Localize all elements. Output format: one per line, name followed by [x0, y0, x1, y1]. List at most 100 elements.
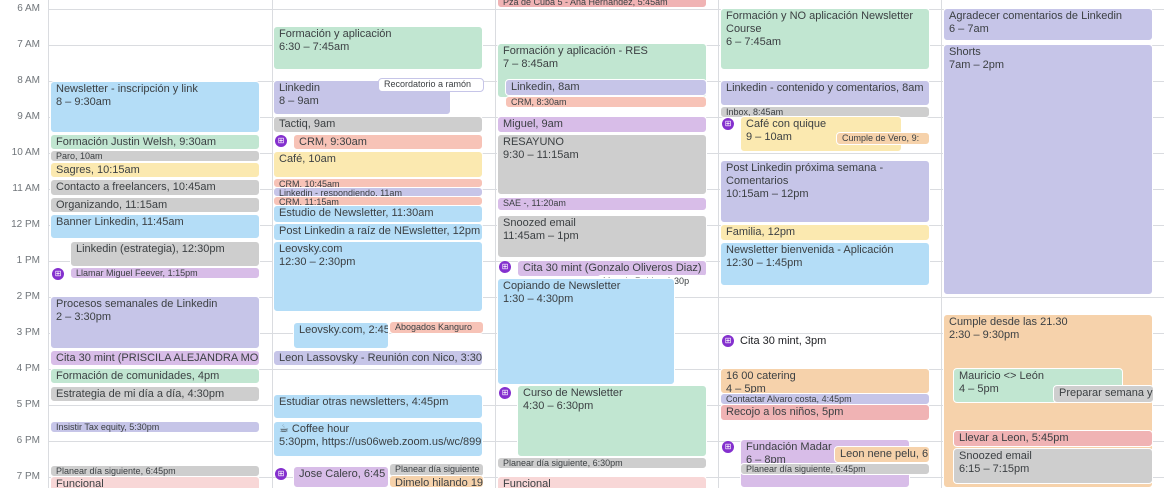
event-title: Post Linkedin próxima semana - Comentari… [726, 162, 884, 187]
event-time: 4pm [192, 370, 220, 382]
event-time: 4:45pm [817, 394, 852, 404]
day-column-divider [495, 0, 496, 488]
calendar-event[interactable]: Llamar Miguel Feever1:15pm [70, 267, 260, 279]
calendar-event[interactable]: Paro10am [50, 150, 260, 162]
calendar-grid-icon: ⊞ [722, 118, 734, 130]
calendar-event[interactable]: Post Linkedin a raíz de NEwsletter12pm [273, 223, 483, 241]
time-label: 1 PM [16, 255, 40, 266]
calendar-event[interactable]: Recojo a los niños5pm [720, 404, 930, 421]
calendar-event[interactable]: Café10am [273, 151, 483, 178]
calendar-event[interactable]: Leovsky.com 12:30 – 2:30pm [273, 241, 483, 312]
calendar-event[interactable]: Insistir Tax equity5:30pm [50, 421, 260, 433]
calendar-event[interactable]: Preparar semana y [1053, 385, 1154, 403]
event-time: 6:30pm [588, 458, 623, 468]
event-time: 11:45am [136, 216, 184, 228]
event-time: 12:30 – 2:30pm [279, 256, 356, 268]
calendar-event[interactable]: Estrategia de mi día a día4:30pm [50, 386, 260, 402]
calendar-event[interactable]: Formación y NO aplicación Newsletter Cou… [720, 8, 930, 70]
event-time: 11:45am – 1pm [503, 230, 579, 242]
calendar-event[interactable]: Llevar a Leon5:45pm [953, 430, 1153, 447]
calendar-event[interactable]: CRM8:30am [505, 96, 707, 108]
calendar-event[interactable]: Formación y aplicación 6:30 – 7:45am [273, 26, 483, 70]
calendar-event[interactable]: 16 00 catering 4 – 5pm [720, 368, 930, 394]
calendar-event[interactable]: Miguel9am [497, 116, 707, 133]
calendar-event[interactable]: Estudiar otras newsletters4:45pm [273, 394, 483, 419]
calendar-event[interactable]: Familia12pm [720, 224, 930, 241]
calendar-event[interactable]: Linkedin8am [505, 79, 707, 96]
event-title: RESAYUNO [503, 136, 564, 148]
event-time: 5:45am [633, 0, 668, 7]
calendar-event[interactable]: Cita 30 mint (Gonzalo Oliveros Diaz) [517, 260, 707, 277]
calendar-event[interactable]: Dimelo hilando 19 [389, 475, 484, 488]
calendar-event[interactable]: Snoozed email 11:45am – 1pm [497, 215, 707, 258]
calendar-event[interactable]: Contactar Alvaro costa4:45pm [720, 393, 930, 405]
calendar-event[interactable]: ☕ Coffee hour 5:30pm, https://us06web.zoo… [273, 421, 483, 457]
calendar-event[interactable]: Linkedin (estrategia)12:30pm [70, 241, 260, 267]
calendar-grid-icon: ⊞ [499, 387, 511, 399]
event-time: 6:45 [358, 468, 386, 480]
calendar-event[interactable]: SAE -11:20am [497, 197, 707, 211]
calendar-event[interactable]: Procesos semanales de Linkedin 2 – 3:30pm [50, 296, 260, 349]
event-title: Mauricio <> León [959, 370, 1044, 382]
calendar-event[interactable]: Post Linkedin próxima semana - Comentari… [720, 160, 930, 223]
time-label: 2 PM [16, 291, 40, 302]
calendar-event[interactable]: Formación de comunidades4pm [50, 368, 260, 384]
calendar-event[interactable]: Newsletter bienvenida - Aplicación 12:30 … [720, 242, 930, 286]
calendar-event[interactable]: Curso de Newsletter 4:30 – 6:30pm [517, 385, 707, 457]
calendar-event[interactable]: Pza de Cuba 5 - Ana Hernandez5:45am [497, 0, 707, 8]
time-label: 6 AM [17, 3, 40, 14]
event-time: 3pm [799, 335, 827, 347]
calendar-event[interactable]: Cita 30 mint3pm [740, 335, 826, 348]
calendar-event[interactable]: Funcional [497, 476, 707, 488]
event-title: Miguel [503, 118, 536, 130]
event-title: Shorts [949, 46, 981, 58]
time-label: 11 AM [12, 183, 40, 194]
calendar-event[interactable]: Leovsky.com2:45pm [293, 322, 389, 349]
calendar-event[interactable]: Sagres10:15am [50, 162, 260, 178]
calendar-event[interactable]: RESAYUNO 9:30 – 11:15am [497, 134, 707, 195]
calendar-event[interactable]: Planear día siguiente6:30pm [497, 457, 707, 469]
calendar-event[interactable]: Agradecer comentarios de Linkedin 6 – 7am [943, 8, 1153, 41]
event-title: Paro [56, 151, 76, 161]
event-time: 11:20am [527, 198, 566, 208]
event-title: SAE - [503, 198, 527, 208]
calendar-event[interactable]: Organizando11:15am [50, 197, 260, 213]
calendar-event[interactable]: Planear día siguiente6:45pm [50, 465, 260, 477]
event-time: 7am – 2pm [949, 59, 1005, 71]
calendar-event[interactable]: Formación Justin Welsh9:30am [50, 134, 260, 150]
event-time: 9 – 10am [746, 131, 792, 143]
event-time: 4 – 5pm [959, 383, 999, 395]
calendar-event[interactable]: Leon Lassovsky - Reunión con Nico3:30 [273, 350, 483, 366]
calendar-event[interactable]: Planear día siguiente6:45pm [740, 463, 930, 475]
hour-gridline [48, 9, 1164, 10]
event-title: ☕ Coffee hour [279, 423, 350, 435]
calendar-event[interactable]: Linkedin - contenido y comentarios8am [720, 80, 930, 106]
event-time: 12:30pm [176, 243, 225, 255]
calendar-event[interactable]: Contacto a freelancers10:45am [50, 179, 260, 196]
event-time: 6:45pm [141, 466, 176, 476]
calendar-event[interactable]: Tactiq9am [273, 116, 483, 133]
event-title: Linkedin - respondiendo [279, 188, 376, 197]
calendar-event[interactable]: Estudio de Newsletter11:30am [273, 205, 483, 223]
calendar-event[interactable]: Recordatorio a ramón [378, 78, 484, 92]
calendar-event[interactable]: Cumple de Vero9: [836, 132, 930, 145]
calendar-event[interactable]: Jose Calero6:45 [293, 466, 389, 488]
event-title: Newsletter - inscripción y link [56, 83, 198, 95]
calendar-event[interactable]: Abogados Kanguro [389, 321, 484, 334]
calendar-event[interactable]: CRM9:30am [293, 134, 483, 150]
calendar-event[interactable]: Snoozed email 6:15 – 7:15pm [953, 448, 1153, 484]
time-label: 7 AM [17, 39, 40, 50]
calendar-event[interactable]: Banner Linkedin11:45am [50, 214, 260, 239]
time-label: 7 PM [16, 471, 40, 482]
calendar-event[interactable]: Leon nene pelu6 [834, 446, 930, 463]
event-time: 5pm [816, 406, 844, 418]
calendar-event[interactable]: Newsletter - inscripción y link 8 – 9:30a… [50, 81, 260, 133]
event-title: Linkedin (estrategia) [76, 243, 176, 255]
calendar-event[interactable]: Shorts 7am – 2pm [943, 44, 1153, 295]
calendar-event[interactable]: Copiando de Newsletter 1:30 – 4:30pm [497, 278, 675, 385]
calendar-event[interactable]: Funcional [50, 476, 260, 488]
event-title: Planear día siguiente [746, 464, 831, 474]
event-time: 4:45pm [406, 396, 449, 408]
calendar-grid-icon: ⊞ [722, 441, 734, 453]
calendar-event[interactable]: Cita 30 mint (PRISCILA ALEJANDRA MO [50, 350, 260, 366]
